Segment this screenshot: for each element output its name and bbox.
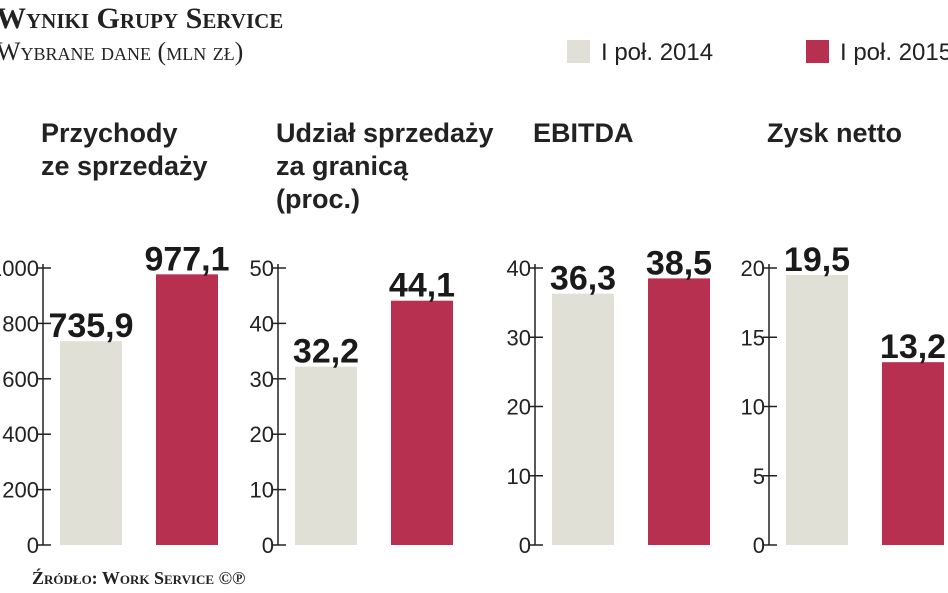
y-tick-label: 10 [507,464,531,489]
y-tick-label: 0 [519,533,531,558]
value-label: 735,9 [48,307,133,345]
value-label: 19,5 [784,241,850,279]
y-tick-label: 800 [2,311,39,336]
chart-title: za granicą [276,151,409,181]
bar [786,274,848,545]
page-title: Wyniki Grupy Service [0,2,283,35]
bar [552,293,614,545]
bar [882,362,944,545]
value-label: 44,1 [389,267,455,305]
page-subtitle: Wybrane dane (mln zł) [0,37,243,66]
chart-title: Udział sprzedaży [276,118,494,148]
y-tick-label: 40 [507,256,531,281]
bar [295,366,357,545]
y-tick-label: 0 [262,533,274,558]
y-tick-label: 20 [250,422,274,447]
legend-swatch [806,40,829,63]
chart-title: ze sprzedaży [41,151,208,181]
legend-label: I poł. 2015 [840,39,948,66]
y-tick-label: 15 [741,325,765,350]
chart-title: EBITDA [533,118,634,148]
bar [391,300,453,545]
bar [156,274,218,545]
chart-title: (proc.) [276,184,360,214]
y-tick-label: 0 [27,533,39,558]
y-tick-label: 30 [250,367,274,392]
y-tick-label: 600 [2,367,39,392]
y-tick-label: 0 [753,533,765,558]
value-label: 36,3 [550,260,616,298]
y-tick-label: 20 [507,395,531,420]
y-tick-label: 5 [753,464,765,489]
chart-title: Zysk netto [767,118,902,148]
y-tick-label: 10 [741,395,765,420]
source: Źródło: Work Service ©℗ [32,567,245,588]
legend-label: I poł. 2014 [601,39,713,66]
y-tick-label: 200 [2,478,39,503]
value-label: 32,2 [293,333,359,371]
y-tick-label: 10 [250,478,274,503]
y-tick-label: 30 [507,325,531,350]
value-label: 13,2 [880,328,946,366]
y-tick-label: 40 [250,311,274,336]
y-tick-label: 1000 [0,256,39,281]
y-tick-label: 50 [250,256,274,281]
bar [60,341,122,545]
bar [648,278,710,545]
y-tick-label: 400 [2,422,39,447]
y-tick-label: 20 [741,256,765,281]
value-label: 977,1 [144,240,229,278]
legend-swatch [567,40,590,63]
chart-title: Przychody [41,118,178,148]
value-label: 38,5 [646,244,712,282]
